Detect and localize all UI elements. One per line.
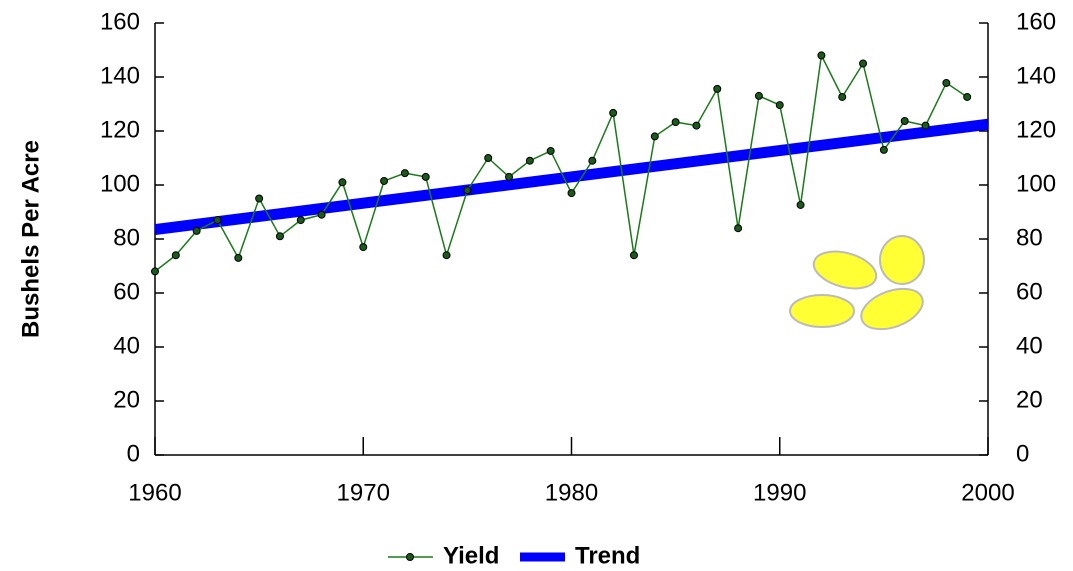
y2-tick-label: 40 [1016, 332, 1043, 359]
y2-tick-label: 160 [1016, 8, 1056, 35]
yield-point [901, 118, 908, 125]
yield-point [339, 179, 346, 186]
y2-tick-label: 80 [1016, 224, 1043, 251]
y-tick-label: 140 [100, 62, 140, 89]
yield-point [318, 211, 325, 218]
yield-point [214, 217, 221, 224]
yield-point [568, 190, 575, 197]
legend-label: Trend [575, 542, 640, 569]
yield-point [422, 173, 429, 180]
trend-line [155, 124, 988, 229]
yield-point [693, 122, 700, 129]
yield-point [152, 268, 159, 275]
yield-point [443, 252, 450, 259]
y-axis-title: Bushels Per Acre [17, 140, 44, 338]
yield-point [485, 155, 492, 162]
yield-point [172, 252, 179, 259]
yield-point [735, 225, 742, 232]
y-tick-label: 160 [100, 8, 140, 35]
y2-tick-label: 140 [1016, 62, 1056, 89]
y-tick-label: 80 [113, 224, 140, 251]
y2-tick-label: 60 [1016, 278, 1043, 305]
yield-point [381, 177, 388, 184]
yield-point [256, 195, 263, 202]
yield-point [464, 187, 471, 194]
yield-point [276, 233, 283, 240]
yield-point [589, 157, 596, 164]
legend-label: Yield [443, 542, 499, 569]
yield-point [360, 244, 367, 251]
y-tick-label: 100 [100, 170, 140, 197]
yield-point [193, 227, 200, 234]
yield-point [818, 52, 825, 59]
yield-point [860, 60, 867, 67]
x-tick-label: 2000 [961, 479, 1014, 506]
yield-point [797, 201, 804, 208]
yield-point [714, 85, 721, 92]
yield-point [630, 252, 637, 259]
corn-kernels [780, 232, 935, 342]
yield-point [506, 173, 513, 180]
y-tick-label: 0 [127, 440, 140, 467]
yield-point [401, 170, 408, 177]
yield-point [297, 217, 304, 224]
y2-tick-label: 20 [1016, 386, 1043, 413]
yield-point [755, 92, 762, 99]
yield-point [964, 93, 971, 100]
y2-tick-label: 0 [1016, 440, 1029, 467]
y2-tick-label: 100 [1016, 170, 1056, 197]
yield-point [526, 157, 533, 164]
yield-point [547, 147, 554, 154]
yield-point [672, 119, 679, 126]
yield-point [610, 109, 617, 116]
y-tick-label: 120 [100, 116, 140, 143]
yield-point [839, 93, 846, 100]
legend-marker [407, 554, 414, 561]
yield-point [235, 254, 242, 261]
y-tick-label: 40 [113, 332, 140, 359]
yield-point [651, 133, 658, 140]
x-tick-label: 1980 [545, 479, 598, 506]
yield-point [776, 102, 783, 109]
yield-point [943, 79, 950, 86]
y2-tick-label: 120 [1016, 116, 1056, 143]
x-tick-label: 1970 [337, 479, 390, 506]
yield-point [922, 122, 929, 129]
x-tick-label: 1990 [753, 479, 806, 506]
x-tick-label: 1960 [128, 479, 181, 506]
y-tick-label: 20 [113, 386, 140, 413]
yield-point [880, 146, 887, 153]
y-tick-label: 60 [113, 278, 140, 305]
chart: Bushels Per Acre 02040608010012014016002… [0, 0, 1073, 571]
